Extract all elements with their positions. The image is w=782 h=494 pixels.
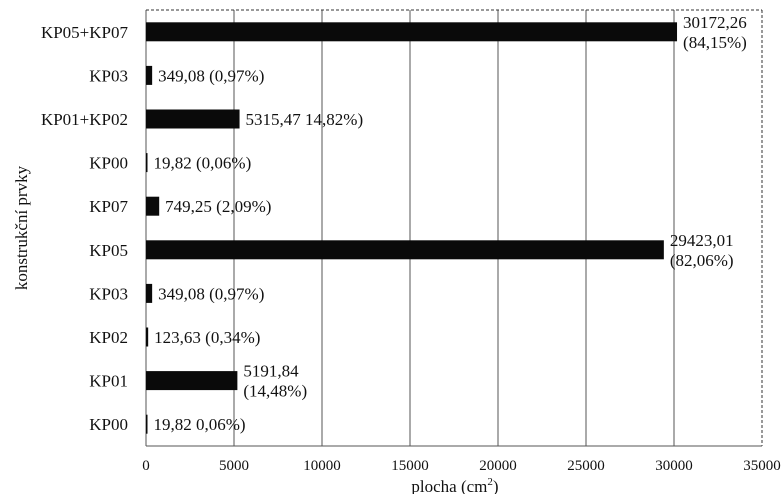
data-label-0: 30172,26 (84,15%): [683, 13, 747, 52]
data-label-1: 349,08 (0,97%): [158, 66, 264, 85]
gridlines: [233, 10, 763, 446]
category-label-1: KP03: [89, 66, 128, 85]
x-tick-label-35000: 35000: [743, 458, 781, 474]
x-tick-label-15000: 15000: [391, 458, 429, 474]
bar-9: [146, 414, 148, 434]
data-label-5: 29423,01 (82,06%): [670, 231, 734, 270]
category-label-4: KP07: [89, 197, 128, 216]
bar-1: [146, 65, 153, 85]
x-tick-label-25000: 25000: [567, 458, 605, 474]
bar-5: [146, 240, 664, 260]
category-label-6: KP03: [89, 284, 128, 303]
bar-3: [146, 153, 148, 173]
data-labels: 30172,26 (84,15%) 349,08 (0,97%) 5315,47 14…: [154, 13, 747, 434]
category-label-7: KP02: [89, 328, 128, 347]
bar-2: [146, 109, 240, 129]
category-label-5: KP05: [89, 241, 128, 260]
x-tick-labels: 0 5000 10000 15000 20000 25000 30000 35000: [142, 458, 781, 474]
data-label-6: 349,08 (0,97%): [158, 284, 264, 303]
bar-4: [146, 196, 160, 216]
x-axis-title: plocha (cm2): [411, 476, 498, 494]
x-tick-label-5000: 5000: [219, 458, 249, 474]
bar-7: [146, 327, 149, 347]
category-label-8: KP01: [89, 372, 128, 391]
bar-0: [146, 22, 678, 42]
y-axis-title: konstrukční prvky: [12, 165, 31, 290]
x-tick-label-0: 0: [142, 458, 150, 474]
category-label-2: KP01+KP02: [41, 110, 128, 129]
bar-6: [146, 283, 153, 303]
category-label-0: KP05+KP07: [41, 23, 129, 42]
x-tick-label-30000: 30000: [655, 458, 693, 474]
data-label-4: 749,25 (2,09%): [165, 197, 271, 216]
x-tick-label-20000: 20000: [479, 458, 517, 474]
category-label-3: KP00: [89, 154, 128, 173]
data-label-8: 5191,84 (14,48%): [243, 362, 307, 401]
data-label-2: 5315,47 14,82%): [246, 110, 364, 129]
data-label-7: 123,63 (0,34%): [154, 328, 260, 347]
category-labels: KP05+KP07 KP03 KP01+KP02 KP00 KP07 KP05 KP03 KP…: [41, 23, 129, 434]
data-label-9: 19,82 0,06%): [154, 415, 246, 434]
category-label-9: KP00: [89, 415, 128, 434]
data-label-3: 19,82 (0,06%): [154, 154, 252, 173]
bars: [146, 22, 678, 434]
x-tick-label-10000: 10000: [303, 458, 341, 474]
bar-8: [146, 371, 238, 391]
